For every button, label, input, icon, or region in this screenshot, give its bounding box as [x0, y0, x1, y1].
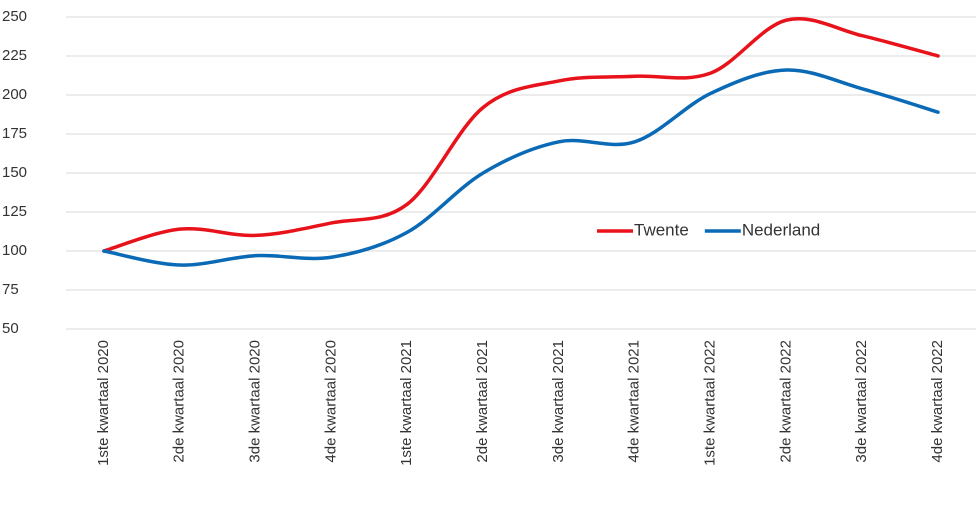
x-tick-label: 2de kwartaal 2021 — [474, 340, 491, 463]
y-tick-label: 125 — [2, 203, 27, 220]
x-tick-label: 4de kwartaal 2020 — [322, 340, 339, 463]
y-tick-label: 225 — [2, 47, 27, 64]
series-line — [102, 17, 940, 253]
x-tick-label: 4de kwartaal 2021 — [626, 340, 643, 463]
y-tick-label: 75 — [2, 281, 19, 298]
y-tick-label: 150 — [2, 164, 27, 181]
x-tick-label: 2de kwartaal 2022 — [777, 340, 794, 463]
x-tick-label: 3de kwartaal 2020 — [247, 340, 264, 463]
x-tick-label: 1ste kwartaal 2022 — [702, 340, 719, 466]
y-tick-label: 100 — [2, 242, 27, 259]
x-tick-label: 4de kwartaal 2022 — [929, 340, 946, 463]
y-tick-label: 175 — [2, 125, 27, 142]
x-tick-label: 1ste kwartaal 2020 — [95, 340, 112, 466]
y-tick-label: 200 — [2, 86, 27, 103]
series-line — [102, 68, 940, 267]
legend-label: Nederland — [742, 220, 820, 239]
x-tick-label: 3de kwartaal 2022 — [853, 340, 870, 463]
legend-label: Twente — [634, 220, 689, 239]
y-tick-label: 50 — [2, 320, 19, 337]
x-tick-label: 2de kwartaal 2020 — [171, 340, 188, 463]
x-tick-label: 1ste kwartaal 2021 — [398, 340, 415, 466]
y-tick-label: 250 — [2, 8, 27, 25]
x-tick-label: 3de kwartaal 2021 — [550, 340, 567, 463]
